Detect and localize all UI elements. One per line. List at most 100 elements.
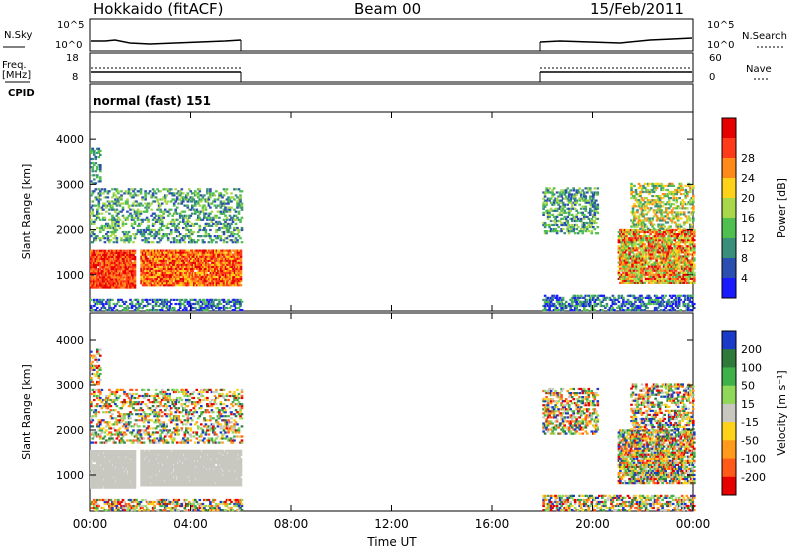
echo-cell	[188, 259, 192, 262]
echo-cell	[197, 235, 200, 238]
echo-cell	[106, 235, 110, 238]
echo-cell	[212, 267, 216, 270]
echo-cell	[638, 253, 642, 256]
echo-cell	[141, 284, 145, 287]
echo-cell	[638, 259, 642, 262]
echo-cell	[661, 273, 664, 276]
echo-cell	[94, 218, 98, 221]
echo-cell	[587, 187, 591, 190]
echo-cell	[175, 235, 179, 238]
echo-cell	[224, 269, 228, 272]
echo-cell	[545, 298, 548, 301]
echo-cell	[622, 228, 625, 232]
echo-cell	[578, 203, 581, 206]
echo-cell	[105, 222, 108, 225]
echo-cell	[112, 261, 116, 265]
echo-cell	[108, 257, 111, 261]
echo-cell	[114, 251, 117, 254]
echo-cell	[560, 209, 563, 212]
echo-cell	[182, 235, 185, 238]
echo-cell	[583, 226, 586, 229]
echo-cell	[225, 241, 229, 244]
echo-cell	[97, 278, 101, 281]
echo-cell	[93, 298, 96, 301]
echo-cell	[633, 184, 636, 187]
echo-cell	[235, 280, 238, 283]
echo-cell	[617, 251, 621, 254]
echo-cell	[564, 189, 568, 192]
echo-cell	[636, 211, 639, 214]
echo-cell	[684, 261, 687, 264]
echo-cell	[637, 215, 641, 218]
echo-cell	[132, 282, 135, 285]
echo-cell	[543, 193, 547, 196]
echo-cell	[105, 210, 108, 213]
echo-cell	[563, 302, 566, 306]
echo-cell	[653, 230, 657, 234]
echo-cell	[193, 284, 196, 287]
echo-cell	[639, 193, 642, 196]
echo-cell	[684, 235, 687, 238]
echo-cell	[646, 228, 649, 232]
echo-cell	[108, 212, 111, 215]
echo-cell	[170, 284, 173, 287]
echo-cell	[124, 257, 128, 261]
echo-cell	[180, 302, 184, 306]
echo-cell	[637, 259, 640, 262]
echo-cell	[644, 237, 648, 240]
echo-cell	[212, 222, 215, 225]
echo-cell	[182, 271, 186, 275]
echo-cell	[222, 224, 226, 227]
echo-cell	[221, 196, 224, 199]
echo-cell	[649, 275, 652, 278]
echo-cell	[106, 222, 110, 225]
echo-cell	[109, 261, 113, 265]
echo-cell	[191, 267, 195, 270]
echo-cell	[638, 271, 642, 274]
echo-cell	[640, 211, 644, 214]
echo-cell	[156, 251, 160, 254]
echo-cell	[684, 279, 687, 282]
echo-cell	[233, 261, 237, 264]
echo-cell	[589, 207, 592, 210]
echo-cell	[140, 275, 143, 279]
echo-cell	[144, 218, 147, 221]
echo-cell	[631, 271, 634, 274]
echo-cell	[655, 306, 658, 310]
echo-cell	[557, 213, 560, 216]
echo-cell	[91, 212, 95, 215]
echo-cell	[650, 237, 654, 240]
echo-cell	[159, 190, 162, 193]
echo-cell	[172, 204, 176, 207]
echo-cell	[223, 284, 226, 287]
echo-cell	[237, 202, 241, 205]
echo-cell	[161, 253, 164, 256]
echo-cell	[220, 257, 223, 260]
echo-cell	[114, 210, 117, 213]
echo-cell	[648, 209, 651, 212]
echo-cell	[623, 228, 627, 232]
echo-cell	[141, 275, 145, 279]
echo-cell	[126, 237, 129, 240]
echo-cell	[96, 272, 99, 275]
echo-cell	[622, 259, 625, 262]
echo-cell	[93, 182, 96, 185]
echo-cell	[661, 230, 664, 234]
echo-cell	[638, 296, 642, 299]
echo-cell	[115, 237, 119, 240]
echo-cell	[192, 198, 196, 201]
echo-cell	[658, 255, 661, 258]
echo-cell	[641, 273, 645, 276]
echo-cell	[141, 235, 144, 238]
echo-cell	[150, 202, 153, 205]
echo-cell	[106, 264, 110, 267]
echo-cell	[100, 188, 104, 191]
echo-cell	[563, 223, 566, 227]
echo-cell	[209, 267, 213, 270]
echo-cell	[167, 269, 170, 272]
echo-cell	[100, 249, 104, 252]
echo-cell	[141, 300, 144, 303]
echo-cell	[108, 282, 111, 285]
echo-cell	[185, 309, 188, 312]
echo-cell	[628, 279, 631, 282]
